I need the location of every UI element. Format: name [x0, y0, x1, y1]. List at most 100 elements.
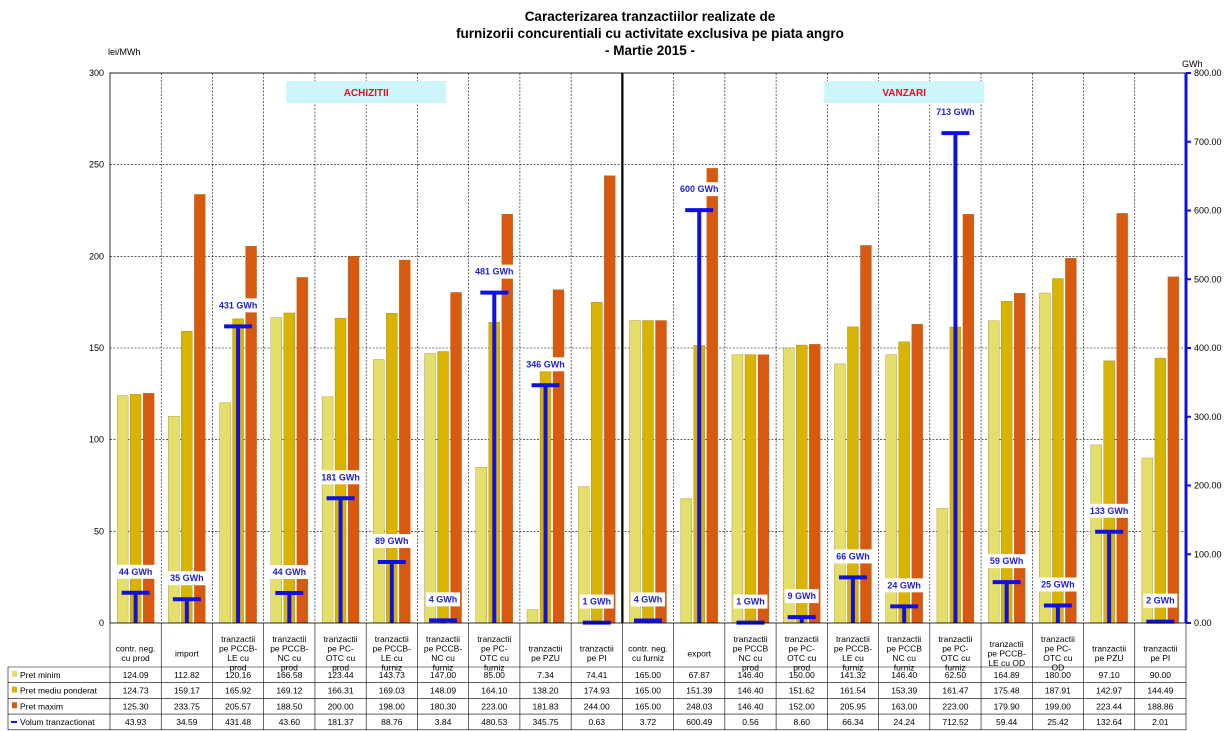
- table-cell: 123.44: [328, 670, 354, 680]
- price-bar: [834, 363, 846, 624]
- legend-key-price: [12, 702, 17, 709]
- volume-label-box: [833, 549, 873, 564]
- category-label: tranzactii: [733, 634, 767, 644]
- volume-label: 44 GWh: [119, 567, 153, 577]
- table-cell: 0.56: [742, 717, 759, 727]
- table-cell: 205.57: [225, 701, 251, 711]
- category-label: tranzactii: [887, 634, 921, 644]
- table-cell: 600.49: [686, 717, 712, 727]
- volume-label: 713 GWh: [936, 107, 975, 117]
- price-bar: [706, 168, 718, 624]
- table-cell: 3.72: [640, 717, 657, 727]
- category-label: tranzactii: [785, 634, 819, 644]
- left-axis-unit: lei/MWh: [108, 47, 141, 57]
- table-cell: 146.40: [737, 686, 763, 696]
- price-bar: [194, 194, 206, 624]
- volume-label-box: [986, 554, 1027, 569]
- table-cell: 143.73: [379, 670, 405, 680]
- category-label: pe PCCB-: [424, 644, 462, 654]
- price-bar: [373, 359, 385, 624]
- price-bar: [731, 354, 744, 624]
- volume-label: 181 GWh: [321, 472, 360, 482]
- category-label: cu furniz: [632, 653, 664, 663]
- table-cell: 2.01: [1152, 717, 1169, 727]
- category-label: pe PC-: [481, 644, 508, 654]
- price-bar: [168, 416, 180, 624]
- volume-label-box: [522, 357, 569, 372]
- volume-label-box: [932, 105, 979, 120]
- category-label: tranzactii: [990, 639, 1024, 649]
- category-label: OTC cu: [480, 653, 510, 663]
- category-label: NC cu: [278, 653, 302, 663]
- category-label: LE cu: [842, 653, 864, 663]
- table-cell: 712.52: [942, 717, 968, 727]
- right-axis-tick-label: 0.00: [1194, 618, 1212, 628]
- table-cell: 25.42: [1047, 717, 1069, 727]
- category-label: tranzactii: [324, 634, 358, 644]
- left-axis-tick-label: 100: [89, 435, 104, 445]
- table-cell: 165.92: [225, 686, 251, 696]
- category-label: NC cu: [739, 653, 763, 663]
- table-cell: 169.03: [379, 686, 405, 696]
- price-bar: [1154, 357, 1167, 624]
- table-cell: 34.59: [176, 717, 198, 727]
- table-cell: 146.40: [891, 670, 917, 680]
- category-label: furniz: [945, 663, 966, 673]
- table-cell: 244.00: [584, 701, 610, 711]
- price-bar: [744, 354, 757, 624]
- legend-key-price: [12, 670, 17, 677]
- table-row-label: Pret maxim: [20, 701, 63, 711]
- right-axis-tick-label: 100.00: [1194, 549, 1222, 559]
- category-label: pe PC-: [1045, 644, 1072, 654]
- price-bar: [1065, 258, 1077, 624]
- volume-label-box: [167, 571, 207, 586]
- price-bar: [1039, 292, 1051, 624]
- table-cell: 67.87: [689, 670, 711, 680]
- table-cell: 24.24: [894, 717, 916, 727]
- table-cell: 161.54: [840, 686, 866, 696]
- table-cell: 166.58: [276, 670, 302, 680]
- table-cell: 345.75: [533, 717, 559, 727]
- price-bar: [680, 498, 692, 624]
- volume-label: 9 GWh: [787, 591, 816, 601]
- table-row-label: Pret mediu ponderat: [20, 686, 98, 696]
- category-label: tranzactii: [938, 634, 972, 644]
- right-axis-tick-label: 200.00: [1194, 481, 1222, 491]
- price-bar: [988, 320, 1000, 624]
- table-cell: 163.00: [891, 701, 917, 711]
- table-cell: 169.12: [276, 686, 302, 696]
- table-cell: 164.89: [994, 670, 1020, 680]
- volume-label: 346 GWh: [526, 359, 565, 369]
- table-cell: 164.10: [481, 686, 507, 696]
- price-bar: [475, 467, 487, 624]
- table-row-label: Volum tranzactionat: [20, 717, 95, 727]
- table-cell: 85.00: [484, 670, 506, 680]
- category-label: tranzactii: [529, 644, 563, 654]
- price-bar: [219, 402, 231, 624]
- table-cell: 153.39: [891, 686, 917, 696]
- table-cell: 187.91: [1045, 686, 1071, 696]
- table-cell: 150.00: [789, 670, 815, 680]
- volume-label-box: [471, 264, 517, 279]
- table-cell: 205.95: [840, 701, 866, 711]
- category-label: tranzactii: [221, 634, 255, 644]
- price-bar: [629, 320, 641, 624]
- category-label: pe PCCB: [886, 644, 922, 654]
- table-cell: 141.32: [840, 670, 866, 680]
- price-bar: [347, 256, 360, 624]
- category-label: OD: [1052, 663, 1065, 673]
- category-label: pe PI: [1150, 653, 1170, 663]
- table-cell: 159.17: [174, 686, 200, 696]
- table-cell: 181.83: [533, 701, 559, 711]
- table-cell: 200.00: [328, 701, 354, 711]
- category-label: LE cu: [227, 653, 249, 663]
- category-label: LE cu OD: [988, 658, 1025, 668]
- category-label: pe PCCB: [733, 644, 769, 654]
- table-cell: 198.00: [379, 701, 405, 711]
- price-bar: [757, 354, 770, 624]
- table-cell: 132.64: [1096, 717, 1122, 727]
- table-cell: 223.00: [481, 701, 507, 711]
- volume-series: 44 GWh 35 GWh 431 GWh 44 GWh 181 GWh 89 GWh 4 …: [115, 105, 1178, 625]
- price-bar: [1116, 213, 1128, 624]
- table-cell: 165.00: [635, 701, 661, 711]
